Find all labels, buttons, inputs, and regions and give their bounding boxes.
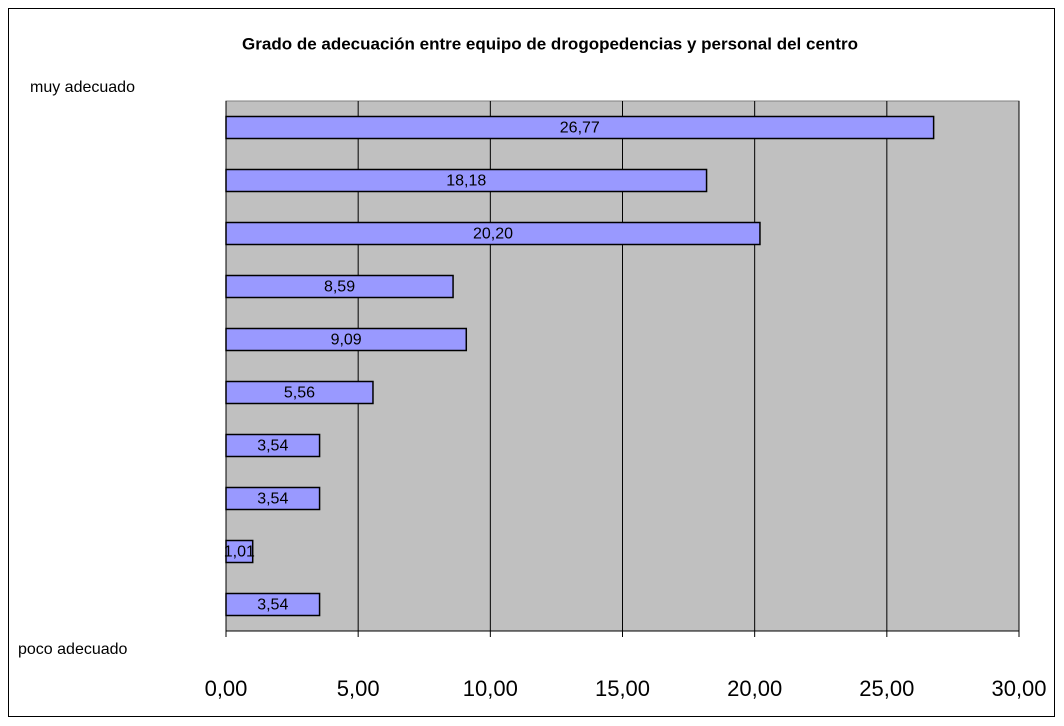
- data-label: 3,54: [257, 597, 288, 614]
- x-tick-label: 5,00: [337, 676, 380, 701]
- x-tick-label: 0,00: [205, 676, 248, 701]
- x-tick-label: 25,00: [859, 676, 914, 701]
- x-tick-label: 10,00: [463, 676, 518, 701]
- x-tick-label: 30,00: [991, 676, 1046, 701]
- data-label: 5,56: [284, 385, 315, 402]
- data-label: 9,09: [331, 332, 362, 349]
- annotation: poco adecuado: [18, 641, 128, 658]
- annotation: muy adecuado: [30, 79, 135, 96]
- x-tick-label: 15,00: [595, 676, 650, 701]
- data-label: 8,59: [324, 279, 355, 296]
- data-label: 3,54: [257, 438, 288, 455]
- data-label: 18,18: [446, 173, 486, 190]
- data-label: 1,01: [224, 544, 255, 561]
- chart-title: Grado de adecuación entre equipo de drog…: [242, 34, 858, 53]
- x-tick-label: 20,00: [727, 676, 782, 701]
- data-label: 26,77: [560, 120, 600, 137]
- data-label: 3,54: [257, 491, 288, 508]
- data-label: 20,20: [473, 226, 513, 243]
